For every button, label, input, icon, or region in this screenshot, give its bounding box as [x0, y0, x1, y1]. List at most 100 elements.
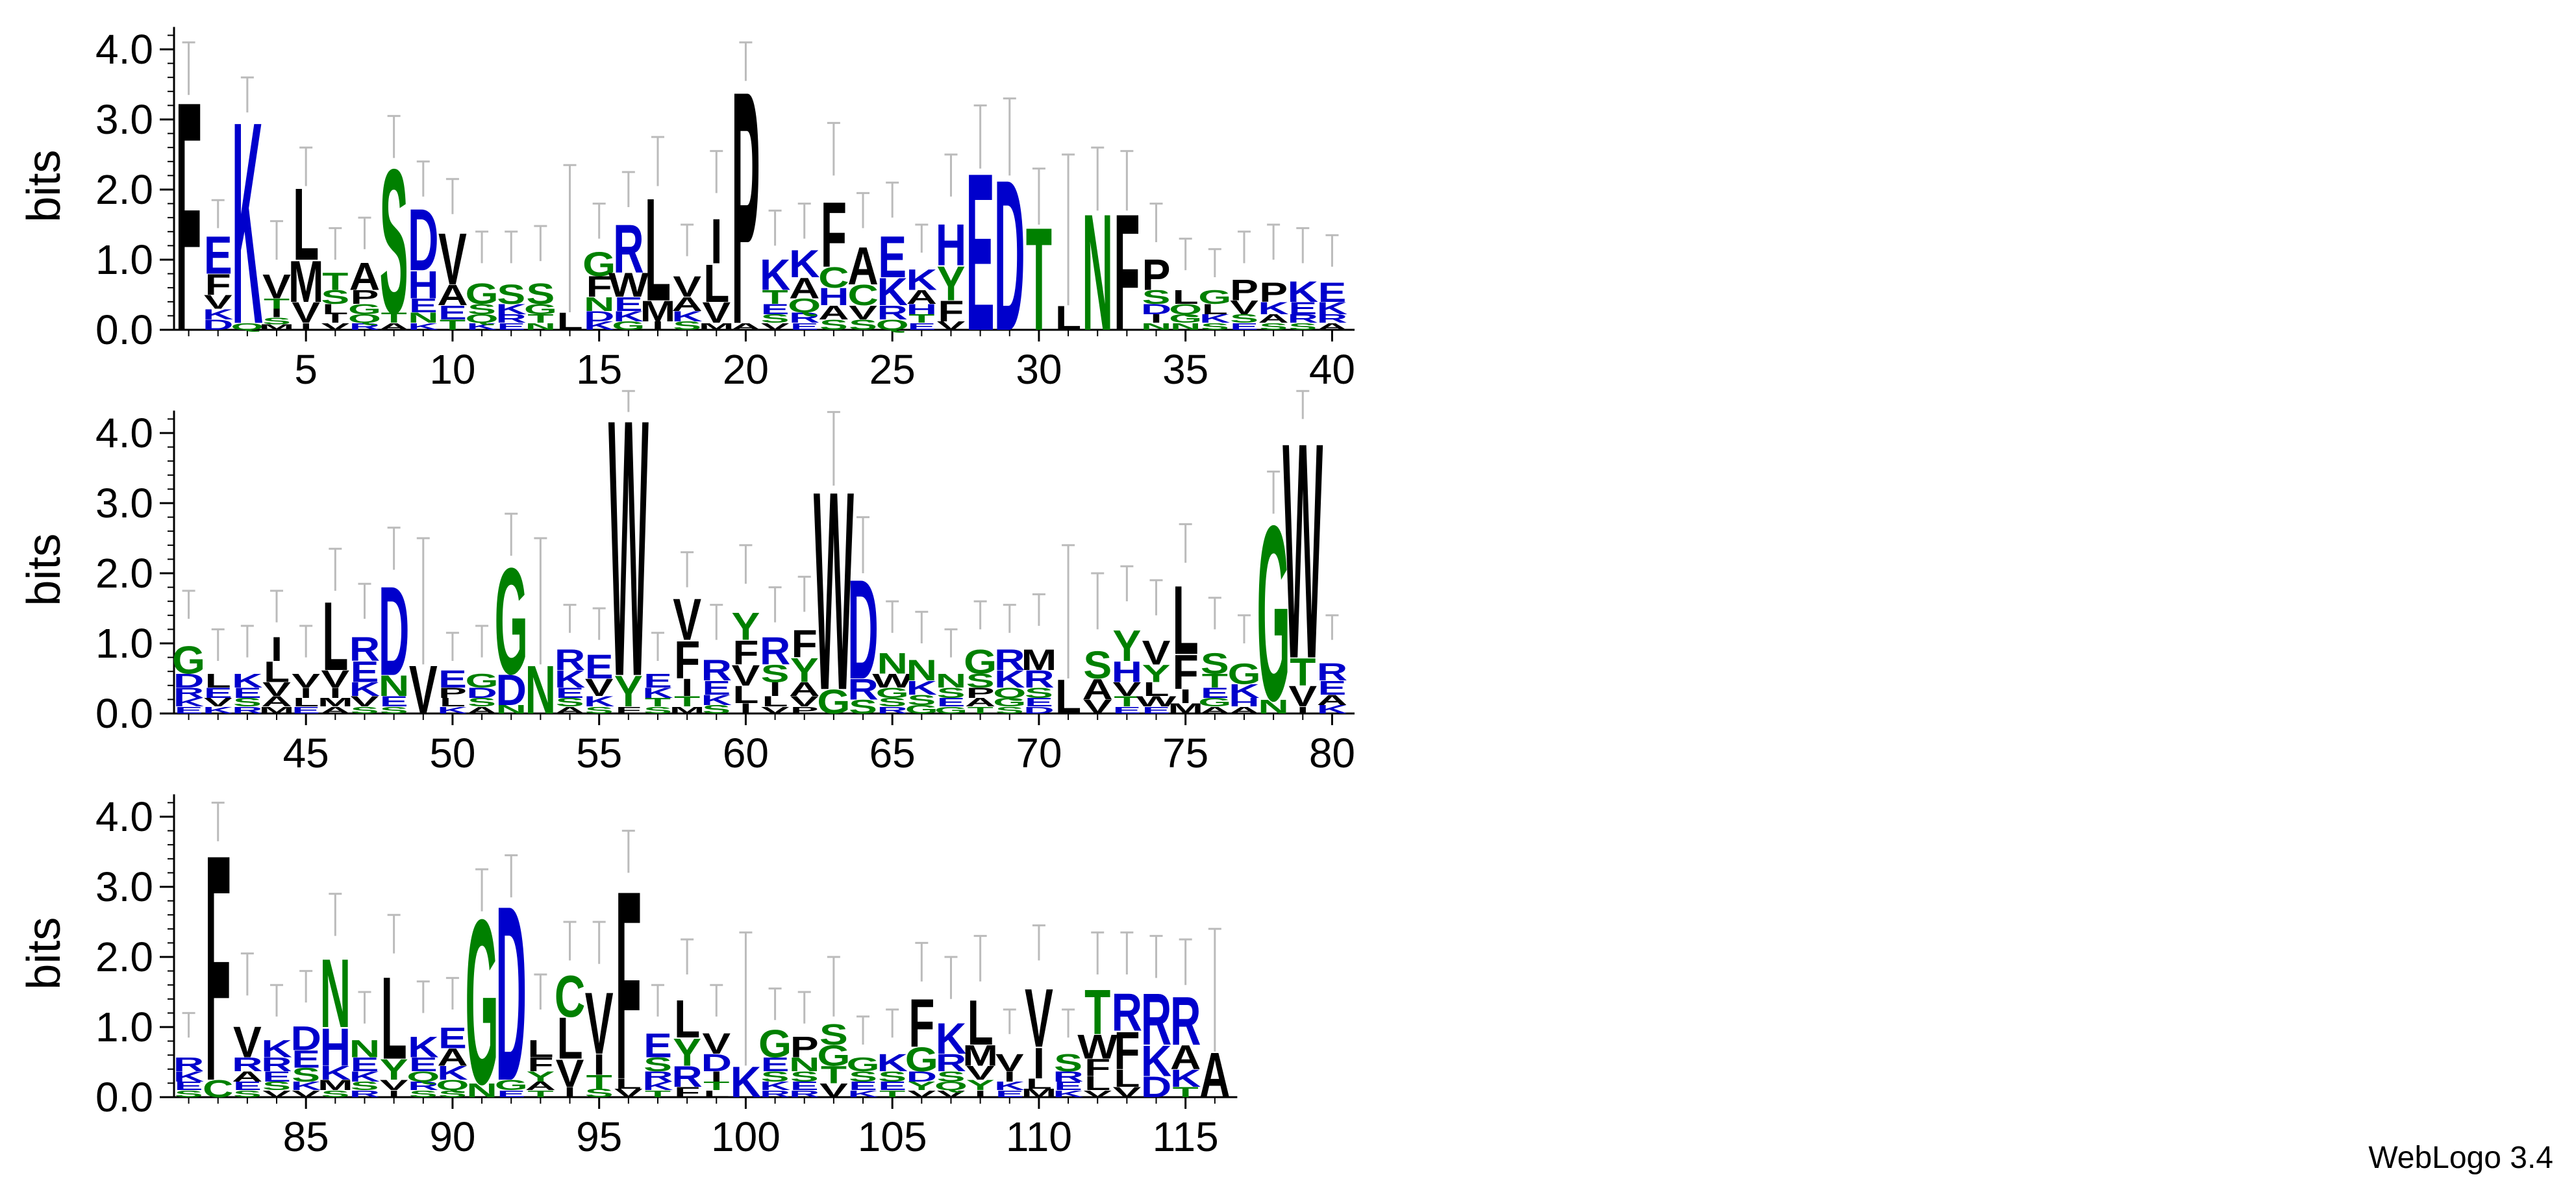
logo-letter: H	[818, 284, 849, 311]
x-tick-label: 50	[429, 730, 475, 776]
logo-stack-3: QK	[231, 62, 264, 385]
logo-letter: E	[351, 1054, 379, 1076]
logo-letter: Y	[966, 1077, 995, 1093]
logo-letter: S	[262, 1080, 291, 1093]
logo-letter: T	[762, 286, 788, 308]
logo-letter: S	[468, 696, 496, 709]
logo-letter: I	[564, 1084, 575, 1100]
logo-letter: A	[671, 293, 702, 316]
logo-letter: T	[1026, 197, 1052, 362]
logo-stack-28: E	[966, 104, 995, 378]
logo-letter: T	[1202, 670, 1228, 692]
logo-letter: K	[642, 1080, 673, 1093]
logo-letter: C	[847, 279, 878, 312]
logo-letter: V	[849, 302, 877, 324]
logo-letter: V	[204, 291, 232, 313]
logo-letter: A	[818, 302, 849, 324]
logo-letter: A	[1199, 705, 1230, 716]
logo-letter: E	[644, 1026, 672, 1065]
logo-stack-116: A	[1199, 928, 1231, 1111]
logo-letter: A	[379, 321, 409, 332]
logo-letter: A	[555, 705, 585, 716]
logo-letter: K	[1229, 680, 1260, 702]
logo-letter: H	[320, 1017, 351, 1077]
logo-letter: Y	[1112, 622, 1141, 671]
logo-letter: M	[288, 248, 324, 314]
logo-letter: K	[907, 677, 938, 699]
logo-letter: K	[877, 271, 907, 314]
logo-letter: S	[761, 660, 790, 688]
logo-letter: N	[379, 669, 409, 702]
logo-letter: H	[1112, 655, 1142, 688]
logo-letter: K	[232, 62, 262, 385]
logo-letter: V	[585, 675, 614, 702]
x-tick-label: 100	[711, 1113, 781, 1160]
y-tick-label: 4.0	[95, 793, 153, 840]
logo-letter: I	[329, 685, 341, 701]
logo-letter: E	[204, 685, 232, 701]
logo-letter: F	[1084, 1055, 1110, 1082]
logo-letter: W	[1077, 1028, 1118, 1066]
logo-letter: F	[821, 182, 847, 287]
x-tick-label: 75	[1162, 730, 1208, 776]
logo-letter: P	[1230, 274, 1258, 307]
logo-letter: G	[466, 670, 499, 692]
logo-letter: D	[408, 190, 438, 290]
logo-letter: V	[204, 696, 232, 709]
logo-letter: I	[329, 312, 341, 325]
logo-letter: K	[671, 308, 703, 325]
logo-letter: E	[380, 693, 408, 710]
logo-letter: E	[556, 685, 584, 701]
logo-letter: I	[681, 675, 693, 702]
logo-letter: R	[936, 1050, 966, 1077]
logo-letter: S	[1288, 321, 1317, 332]
x-tick-label: 25	[869, 346, 916, 393]
logo-letter: N	[936, 670, 966, 692]
logo-letter: W	[814, 433, 855, 750]
logo-letter: N	[789, 1054, 819, 1076]
logo-letter: T	[645, 696, 671, 709]
logo-letter: V	[556, 1052, 584, 1095]
logo-letter: S	[1201, 647, 1229, 680]
logo-letter: T	[381, 310, 407, 326]
logo-letter: D	[847, 551, 878, 710]
logo-stack-8: ATS	[379, 115, 409, 356]
logo-letter: D	[290, 1019, 321, 1058]
logo-letter: K	[613, 308, 644, 325]
logo-letter: G	[348, 301, 381, 317]
logo-letter: S	[409, 1089, 438, 1100]
logo-letter: V	[995, 1050, 1024, 1077]
logo-letter: V	[1083, 1089, 1112, 1100]
logo-letter: E	[1288, 299, 1317, 318]
logo-letter: S	[849, 696, 877, 718]
logo-letter: K	[261, 1035, 292, 1063]
logo-letter: E	[644, 670, 672, 692]
logo-letter: N	[1170, 321, 1201, 332]
logo-letter: G	[964, 643, 997, 681]
logo-letter: L	[1202, 301, 1228, 317]
logo-letter: Y	[937, 256, 966, 310]
logo-letter: S	[790, 1069, 819, 1085]
logo-letter: A	[320, 705, 351, 716]
logo-letter: S	[321, 1089, 349, 1100]
logo-letter: T	[527, 1089, 553, 1100]
logo-letter: K	[173, 696, 205, 709]
logo-letter: Q	[1169, 301, 1202, 317]
